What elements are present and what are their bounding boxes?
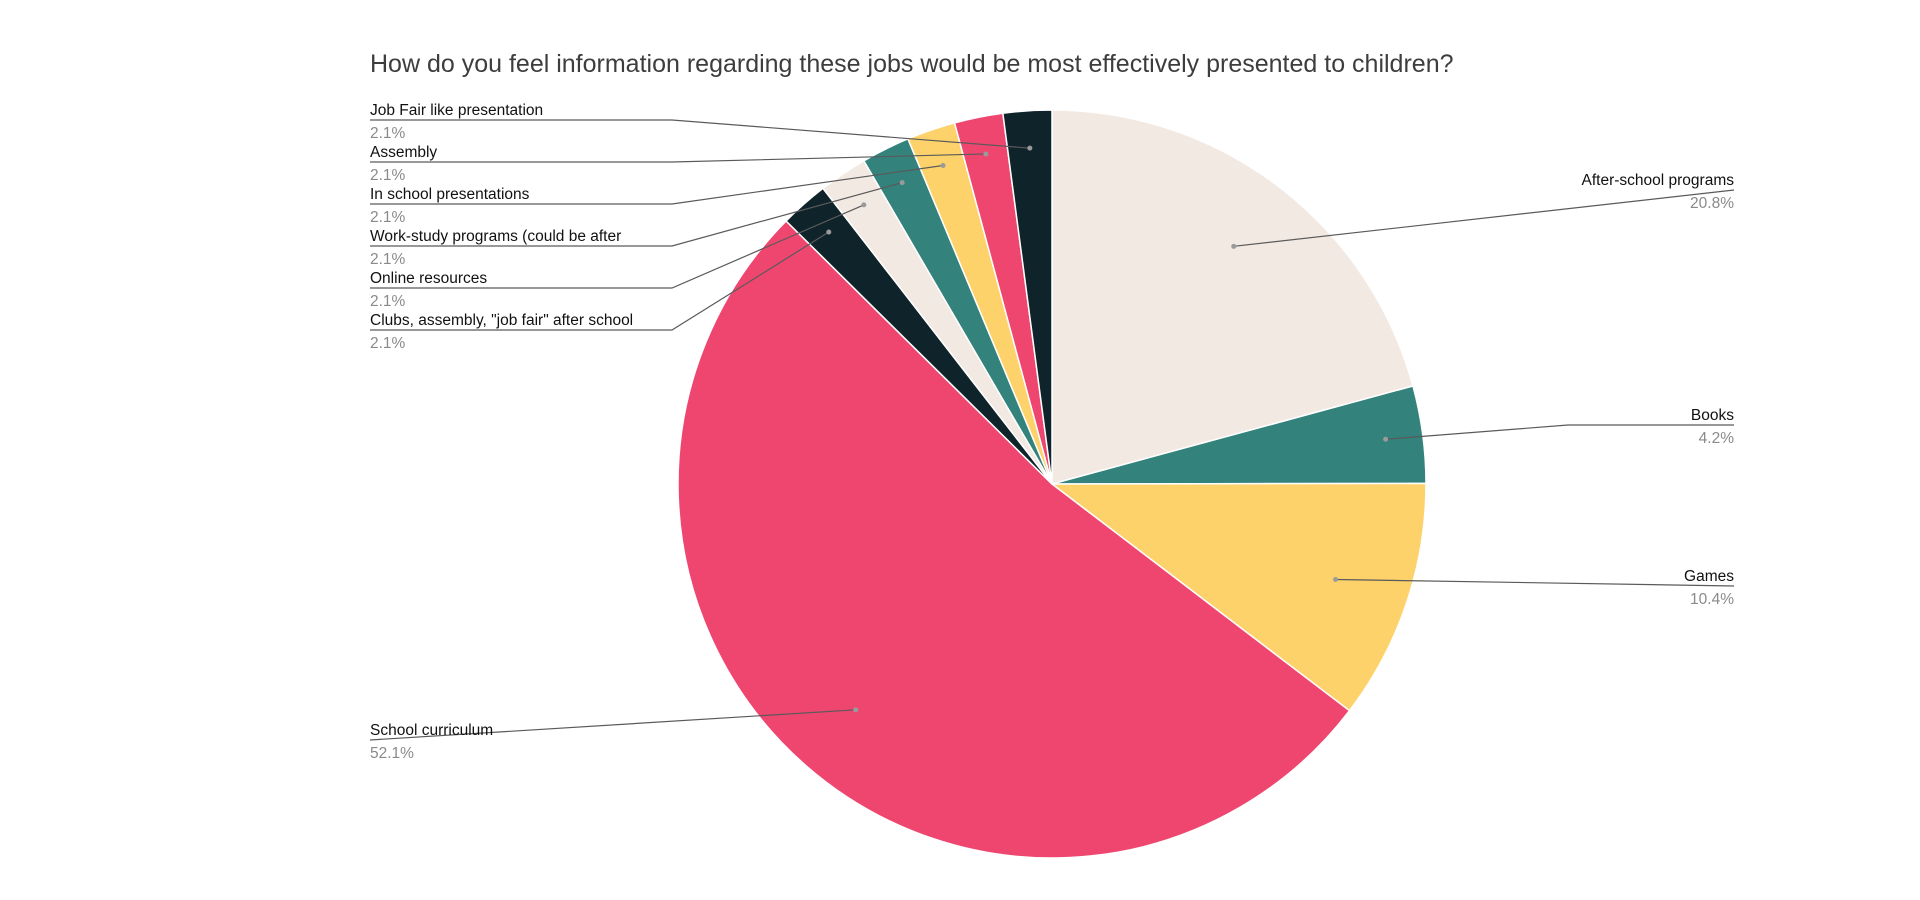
slice-percent-in-school-presentations: 2.1% [370, 209, 406, 226]
leader-dot-after-school-programs [1231, 243, 1237, 249]
slice-percent-after-school-programs: 20.8% [1690, 195, 1734, 212]
leader-line-clubs-assembly-job-fair-after-school [370, 231, 830, 331]
slice-label-work-study-programs-could-be-after: Work-study programs (could be after [370, 228, 621, 245]
leader-line-online-resources [370, 204, 865, 289]
leader-line-work-study-programs-could-be-after [370, 182, 903, 247]
leader-line-games [1335, 578, 1735, 587]
slice-percent-online-resources: 2.1% [370, 293, 406, 310]
chart-title: How do you feel information regarding th… [370, 50, 1454, 78]
slice-label-games: Games [1684, 568, 1734, 585]
leader-dot-work-study-programs-could-be-after [899, 180, 905, 186]
slice-labels: After-school programs 20.8% Books 4.2% Games… [370, 102, 1734, 762]
pie-slice-school-curriculum [677, 219, 1351, 859]
slice-label-job-fair-like-presentation: Job Fair like presentation [370, 102, 543, 119]
leader-line-books [1385, 424, 1734, 440]
slice-percent-books: 4.2% [1699, 430, 1735, 447]
leader-dot-assembly [983, 151, 989, 157]
slice-label-books: Books [1691, 407, 1734, 424]
slice-percent-school-curriculum: 52.1% [370, 745, 414, 762]
slice-percent-job-fair-like-presentation: 2.1% [370, 125, 406, 142]
leader-dot-job-fair-like-presentation [1027, 145, 1033, 151]
slice-label-in-school-presentations: In school presentations [370, 186, 530, 203]
leader-dot-clubs-assembly-job-fair-after-school [826, 229, 832, 235]
slice-label-assembly: Assembly [370, 144, 437, 161]
leader-line-after-school-programs [1233, 189, 1735, 247]
slice-label-online-resources: Online resources [370, 270, 487, 287]
pie-slices [677, 109, 1427, 859]
slice-percent-assembly: 2.1% [370, 167, 406, 184]
leader-dot-in-school-presentations [940, 163, 946, 169]
leader-dot-school-curriculum [853, 707, 859, 713]
leader-lines [369, 119, 1735, 741]
pie-slice-job-fair-like-presentation [1001, 109, 1053, 485]
leader-dot-online-resources [861, 202, 867, 208]
slice-label-school-curriculum: School curriculum [370, 722, 493, 739]
slice-percent-games: 10.4% [1690, 591, 1734, 608]
leader-line-in-school-presentations [370, 164, 944, 205]
slice-label-after-school-programs: After-school programs [1582, 172, 1735, 189]
slice-percent-clubs-assembly-job-fair-after-school: 2.1% [370, 335, 406, 352]
pie-slice-games [1049, 482, 1427, 712]
leader-dot-books [1383, 436, 1389, 442]
slice-label-clubs-assembly-job-fair-after-school: Clubs, assembly, "job fair" after school [370, 312, 633, 329]
pie-slice-after-school-programs [1051, 109, 1414, 485]
slice-percent-work-study-programs-could-be-after: 2.1% [370, 251, 406, 268]
leader-dot-games [1333, 576, 1339, 582]
leader-line-job-fair-like-presentation [370, 119, 1030, 149]
leader-line-assembly [370, 153, 986, 163]
leader-line-school-curriculum [369, 709, 856, 741]
